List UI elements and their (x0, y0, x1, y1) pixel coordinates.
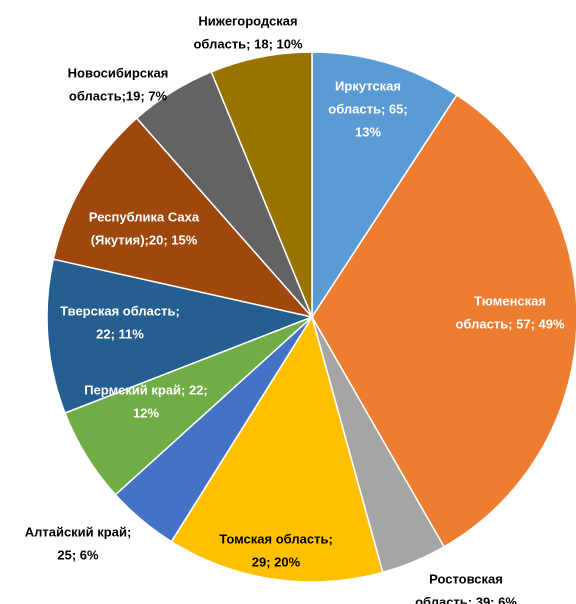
slice-label: 29; 20% (252, 554, 301, 569)
pie-slice (311, 51, 458, 320)
pie-slice (210, 51, 313, 318)
pie-slice (170, 315, 384, 583)
slice-label: Новосибирская (68, 65, 169, 80)
slice-label: область; 39; 6% (415, 594, 517, 604)
pie-slice (311, 94, 576, 548)
slice-label: 25; 6% (57, 547, 99, 562)
slice-label: 13% (355, 124, 381, 139)
slice-label: Томская область; (219, 531, 333, 546)
slice-label: область; 65; (328, 101, 407, 116)
slice-label: Тверская область; (60, 303, 180, 318)
slice-label: Республика Саха (89, 209, 200, 224)
slice-label: Иркутская (335, 78, 401, 93)
slice-label: область; 57; 49% (455, 316, 565, 331)
slice-label: область;19; 7% (69, 88, 168, 103)
slice-label: 22; 11% (96, 326, 144, 341)
slice-label: (Якутия);20; 15% (91, 232, 198, 247)
slice-label: Пермский край; 22; (84, 382, 208, 397)
slice-label: 12% (133, 405, 159, 420)
pie-slice (46, 258, 315, 414)
slice-label: область; 18; 10% (193, 36, 303, 51)
slice-label: Ростовская (429, 571, 503, 586)
slice-label: Нижегородская (198, 13, 297, 28)
slice-label: Тюменская (474, 293, 546, 308)
slice-label: Алтайский край; (25, 524, 132, 539)
pie-slice (52, 117, 315, 319)
